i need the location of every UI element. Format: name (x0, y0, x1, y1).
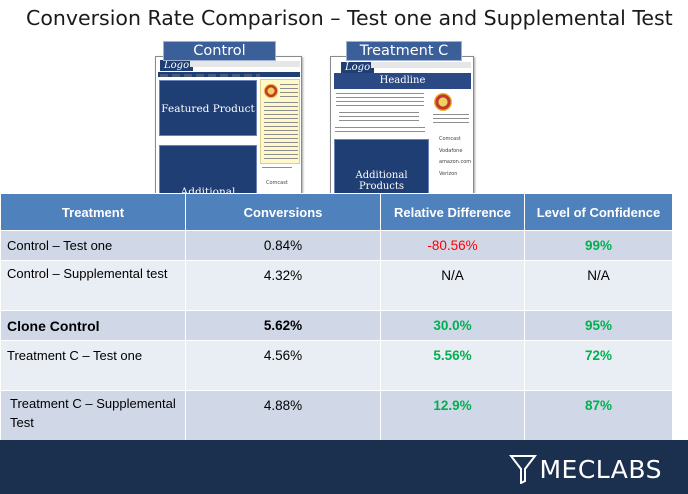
table-row: Treatment C – Test one 4.56% 5.56% 72% (0, 340, 673, 391)
cell-confidence: 95% (524, 310, 673, 341)
cell-treatment: Treatment C – Test one (0, 340, 186, 391)
funnel-icon (509, 455, 538, 484)
table-row: Clone Control 5.62% 30.0% 95% (0, 310, 673, 341)
header-conversions: Conversions (185, 193, 381, 231)
additional-products-block: Additional Products (334, 139, 429, 193)
meclabs-wordmark: MECLABS (539, 454, 662, 484)
treatment-logo: Logo (341, 62, 375, 73)
cell-treatment: Treatment C – Supplemental Test (0, 390, 186, 441)
cell-relative-difference: 5.56% (380, 340, 525, 391)
cell-relative-difference: 30.0% (380, 310, 525, 341)
results-table: Treatment Conversions Relative Differenc… (0, 193, 673, 441)
header-relative-difference: Relative Difference (380, 193, 525, 231)
cell-relative-difference: -80.56% (380, 230, 525, 261)
cell-treatment: Control – Supplemental test (0, 260, 186, 311)
treatment-brand-comcast: Comcast (439, 136, 461, 142)
treatment-brand-amazon: amazon.com (439, 159, 472, 165)
cell-confidence: 99% (524, 230, 673, 261)
headline-bar: Headline (334, 73, 471, 89)
slide-title: Conversion Rate Comparison – Test one an… (26, 6, 673, 30)
control-brand-comcast: Comcast (266, 180, 288, 186)
control-label: Control (163, 41, 276, 61)
cell-treatment: Control – Test one (0, 230, 186, 261)
table-row: Control – Test one 0.84% -80.56% 99% (0, 230, 673, 261)
cell-relative-difference: 12.9% (380, 390, 525, 441)
cell-confidence: N/A (524, 260, 673, 311)
treatment-award-seal-icon (434, 93, 452, 111)
table-row: Treatment C – Supplemental Test 4.88% 12… (0, 390, 673, 441)
cell-conversions: 4.56% (185, 340, 381, 391)
treatment-c-label: Treatment C (346, 41, 462, 61)
treatment-brand-vodafone: Vodafone (439, 148, 463, 154)
additional-block: Additional (159, 145, 257, 193)
header-treatment: Treatment (0, 193, 186, 231)
treatment-brand-verizon: Verizon (439, 171, 458, 177)
control-logo: Logo (160, 60, 194, 71)
control-sidebar (260, 79, 300, 164)
table-header-row: Treatment Conversions Relative Differenc… (0, 193, 673, 231)
header-level-of-confidence: Level of Confidence (524, 193, 673, 231)
footer-bar (0, 440, 688, 494)
table-row: Control – Supplemental test 4.32% N/A N/… (0, 260, 673, 311)
cell-treatment: Clone Control (0, 310, 186, 341)
cell-conversions: 5.62% (185, 310, 381, 341)
featured-product-block: Featured Product (159, 80, 257, 136)
award-seal-icon (264, 84, 278, 98)
cell-confidence: 72% (524, 340, 673, 391)
meclabs-logo: MECLABS (509, 454, 662, 484)
cell-conversions: 4.88% (185, 390, 381, 441)
cell-confidence: 87% (524, 390, 673, 441)
cell-conversions: 4.32% (185, 260, 381, 311)
cell-conversions: 0.84% (185, 230, 381, 261)
control-page-thumbnail: Logo Featured Product Comcast Additional (155, 56, 302, 194)
treatment-c-page-thumbnail: Logo Headline Comcast Vodafone amazon.co… (330, 56, 474, 194)
cell-relative-difference: N/A (380, 260, 525, 311)
